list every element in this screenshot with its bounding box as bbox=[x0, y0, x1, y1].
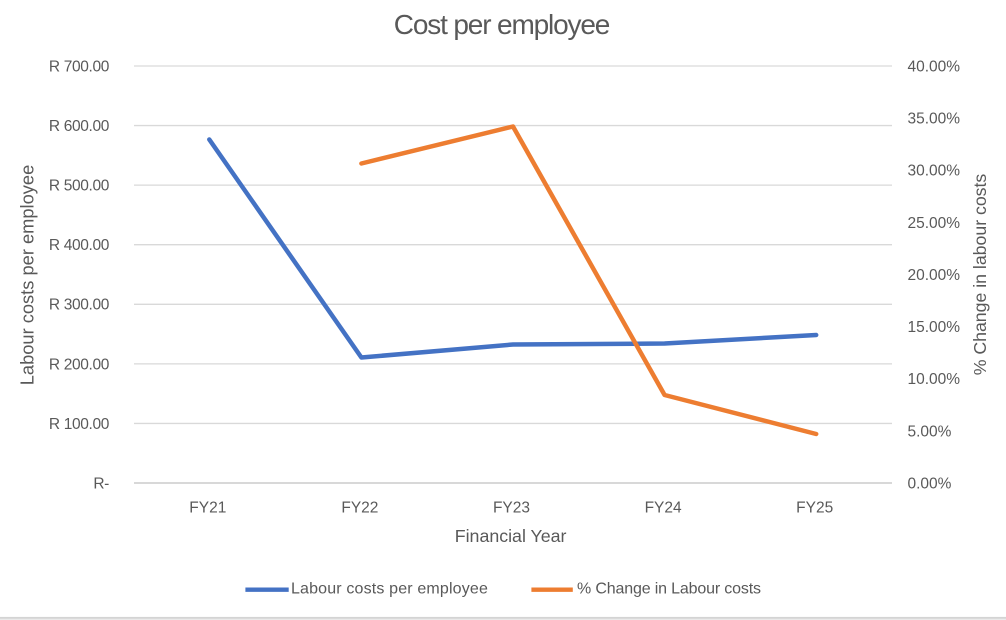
svg-text:FY22: FY22 bbox=[341, 499, 378, 516]
svg-text:Labour costs per employee: Labour costs per employee bbox=[16, 165, 37, 386]
svg-text:R 200.00: R 200.00 bbox=[49, 356, 110, 373]
svg-text:0.00%: 0.00% bbox=[908, 475, 952, 492]
svg-text:FY21: FY21 bbox=[189, 499, 226, 516]
svg-text:R 100.00: R 100.00 bbox=[49, 416, 110, 433]
svg-text:% Change in Labour costs: % Change in Labour costs bbox=[577, 581, 761, 598]
svg-text:FY25: FY25 bbox=[796, 499, 833, 516]
svg-text:R-: R- bbox=[93, 475, 109, 492]
svg-text:R 600.00: R 600.00 bbox=[49, 118, 110, 135]
svg-text:Financial Year: Financial Year bbox=[455, 526, 567, 546]
svg-text:R 300.00: R 300.00 bbox=[49, 297, 110, 314]
svg-text:15.00%: 15.00% bbox=[908, 319, 961, 336]
svg-text:25.00%: 25.00% bbox=[908, 215, 961, 232]
svg-text:40.00%: 40.00% bbox=[908, 58, 961, 75]
svg-text:R 400.00: R 400.00 bbox=[49, 237, 110, 254]
svg-text:20.00%: 20.00% bbox=[908, 267, 961, 284]
svg-text:10.00%: 10.00% bbox=[908, 371, 961, 388]
svg-text:Cost per employee: Cost per employee bbox=[394, 9, 610, 40]
svg-text:5.00%: 5.00% bbox=[908, 423, 952, 440]
svg-text:Labour costs per employee: Labour costs per employee bbox=[291, 581, 488, 598]
svg-text:% Change in labour costs: % Change in labour costs bbox=[970, 174, 990, 376]
svg-text:FY24: FY24 bbox=[645, 499, 682, 516]
svg-text:R 700.00: R 700.00 bbox=[49, 58, 110, 75]
svg-text:30.00%: 30.00% bbox=[908, 163, 961, 180]
svg-text:R 500.00: R 500.00 bbox=[49, 178, 110, 195]
svg-text:FY23: FY23 bbox=[493, 499, 530, 516]
svg-text:35.00%: 35.00% bbox=[908, 111, 961, 128]
